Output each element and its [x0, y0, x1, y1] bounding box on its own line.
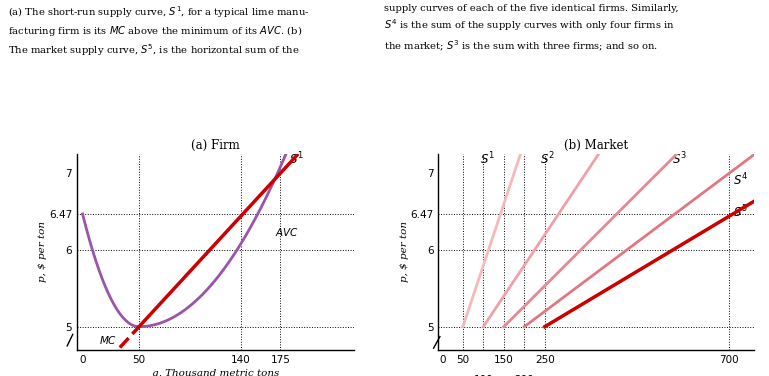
Text: $S^4$: $S^4$: [733, 171, 748, 188]
Text: $S^1$: $S^1$: [480, 150, 495, 167]
Text: supply curves of each of the five identical firms. Similarly,
$S^4$ is the sum o: supply curves of each of the five identi…: [384, 4, 679, 53]
Text: $S^5$: $S^5$: [733, 204, 748, 221]
Text: $S^1$: $S^1$: [289, 150, 304, 167]
Text: $AVC$: $AVC$: [275, 226, 298, 238]
Y-axis label: p, $ per ton: p, $ per ton: [38, 221, 48, 282]
Title: (a) Firm: (a) Firm: [191, 139, 240, 152]
Text: 100: 100: [474, 374, 493, 376]
Title: (b) Market: (b) Market: [564, 139, 628, 152]
X-axis label: q, Thousand metric tons
of lime per year: q, Thousand metric tons of lime per year: [151, 369, 279, 376]
Text: 200: 200: [514, 374, 534, 376]
Text: $S^2$: $S^2$: [540, 150, 554, 167]
Text: $MC$: $MC$: [99, 334, 118, 346]
Text: (a) The short-run supply curve, $S^1$, for a typical lime manu-
facturing firm i: (a) The short-run supply curve, $S^1$, f…: [8, 4, 309, 58]
Text: $S^3$: $S^3$: [672, 150, 687, 167]
Y-axis label: p, $ per ton: p, $ per ton: [400, 221, 409, 282]
